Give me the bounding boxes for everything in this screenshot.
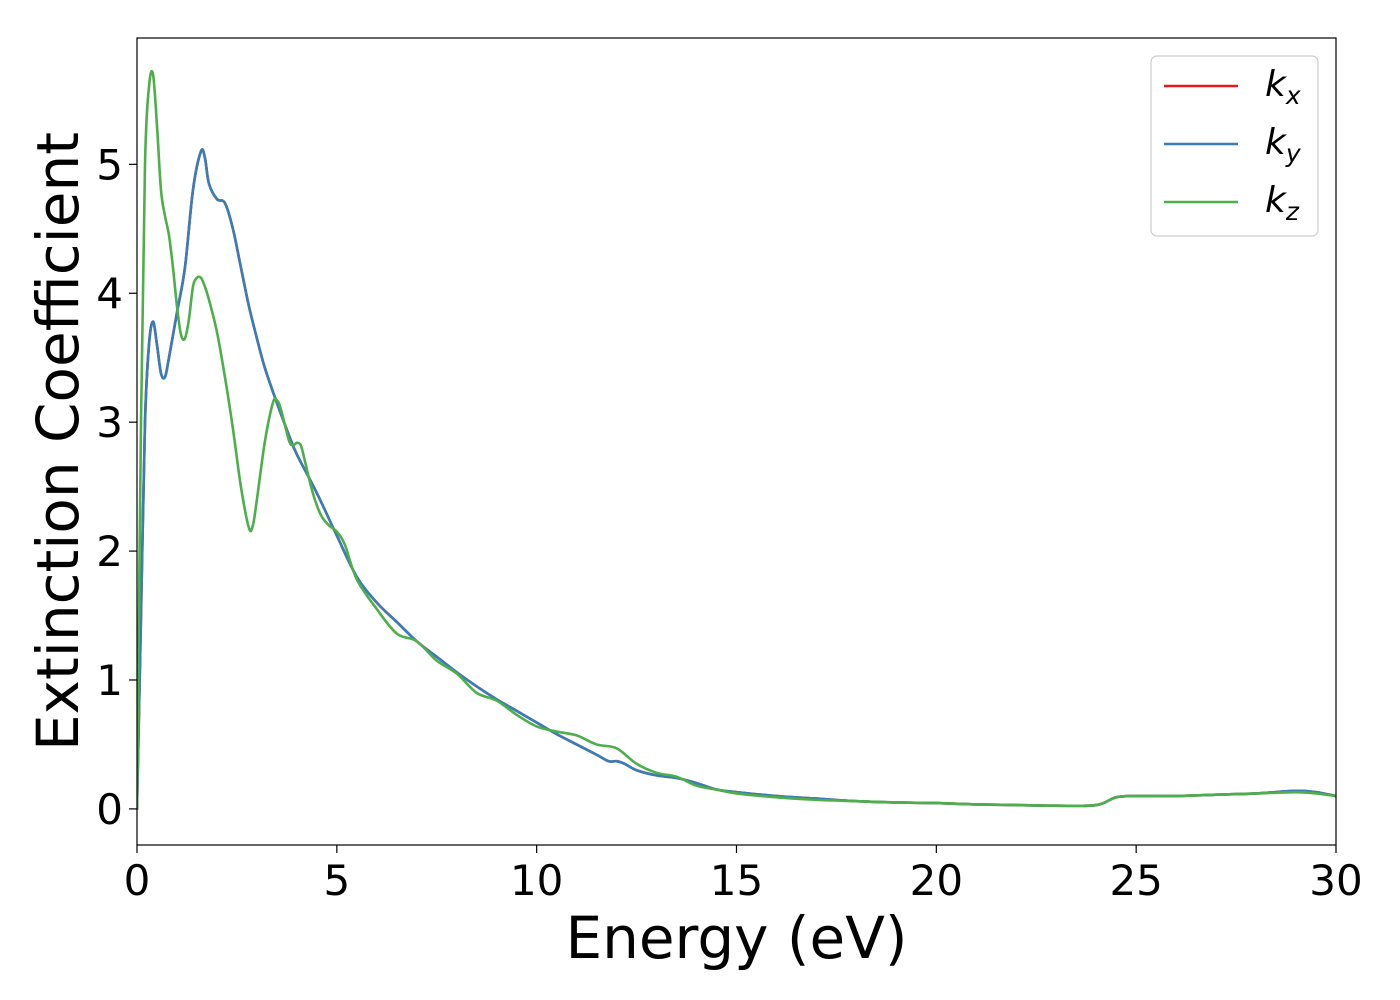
y-axis-ticks: 0 1 2 3 4 5	[96, 140, 137, 834]
x-tick-label: 0	[124, 856, 151, 905]
legend-item-k-z: kz	[1164, 180, 1300, 226]
legend-item-k-x: kx	[1164, 64, 1301, 110]
x-tick-label: 25	[1109, 856, 1162, 905]
y-tick-label: 2	[96, 527, 123, 576]
y-tick-label: 5	[96, 140, 123, 189]
series-line-k-z	[137, 69, 1336, 811]
x-tick-label: 20	[910, 856, 963, 905]
y-axis-title: Extinction Coefficient	[24, 132, 92, 751]
legend: kx ky kz	[1150, 55, 1319, 237]
y-tick-label: 4	[96, 269, 123, 318]
legend-item-k-y: ky	[1164, 122, 1302, 168]
y-tick-label: 3	[96, 398, 123, 447]
x-tick-label: 10	[510, 856, 563, 905]
legend-box	[1150, 55, 1319, 237]
legend-label: ky	[1265, 122, 1302, 168]
legend-label: kz	[1265, 180, 1300, 226]
plot-lines	[137, 69, 1336, 811]
legend-label: kx	[1265, 64, 1301, 110]
x-axis-ticks: 0 5 10 15 20 25 30	[124, 845, 1363, 905]
y-tick-label: 1	[96, 656, 123, 705]
x-tick-label: 5	[323, 856, 350, 905]
x-tick-label: 30	[1309, 856, 1362, 905]
x-tick-label: 15	[710, 856, 763, 905]
y-tick-label: 0	[96, 785, 123, 834]
x-axis-title: Energy (eV)	[565, 904, 907, 972]
